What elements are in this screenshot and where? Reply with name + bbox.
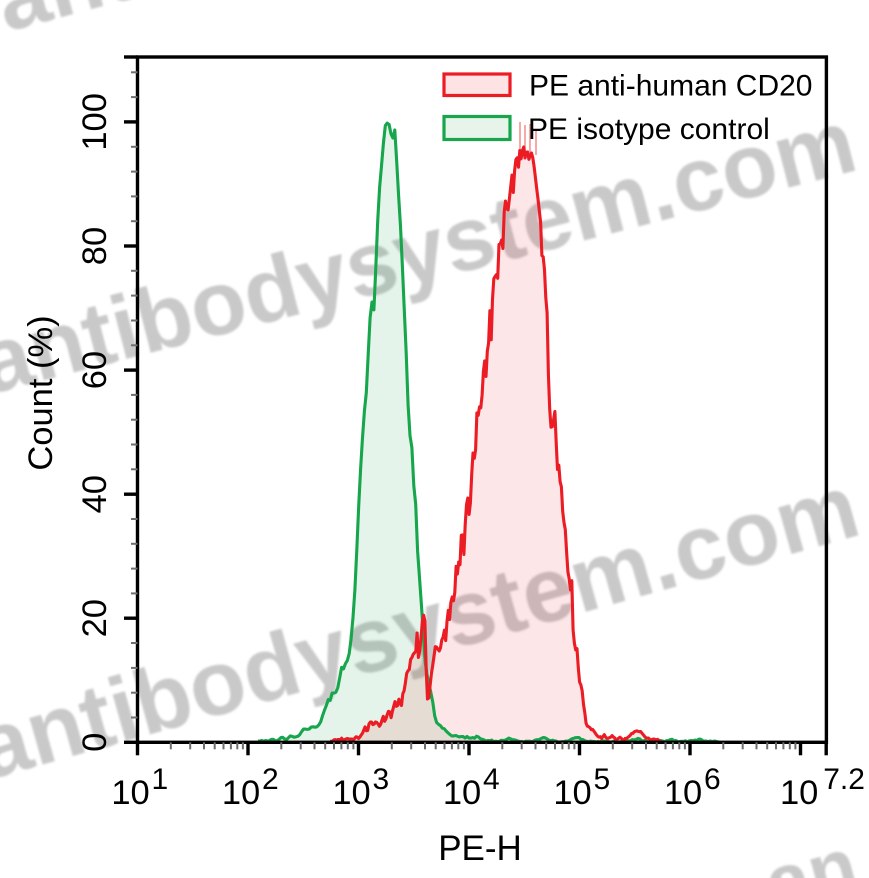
svg-text:10: 10 bbox=[443, 774, 481, 812]
svg-text:0: 0 bbox=[76, 733, 114, 752]
svg-text:2: 2 bbox=[262, 763, 279, 796]
svg-text:1: 1 bbox=[152, 763, 169, 796]
svg-text:20: 20 bbox=[76, 599, 114, 637]
svg-text:3: 3 bbox=[373, 763, 390, 796]
svg-text:10: 10 bbox=[553, 774, 591, 812]
svg-text:10: 10 bbox=[664, 774, 702, 812]
svg-text:40: 40 bbox=[76, 475, 114, 513]
svg-text:5: 5 bbox=[594, 763, 611, 796]
svg-text:PE isotype control: PE isotype control bbox=[528, 113, 770, 146]
svg-text:10: 10 bbox=[780, 774, 818, 812]
svg-text:7.2: 7.2 bbox=[823, 763, 865, 796]
svg-text:80: 80 bbox=[76, 227, 114, 265]
svg-text:60: 60 bbox=[76, 351, 114, 389]
svg-text:100: 100 bbox=[76, 93, 114, 151]
svg-text:PE anti-human CD20: PE anti-human CD20 bbox=[529, 70, 812, 103]
svg-text:10: 10 bbox=[332, 774, 370, 812]
svg-text:Count (%): Count (%) bbox=[22, 315, 60, 470]
svg-text:6: 6 bbox=[704, 763, 721, 796]
svg-text:10: 10 bbox=[111, 774, 149, 812]
svg-text:10: 10 bbox=[222, 774, 260, 812]
svg-text:PE-H: PE-H bbox=[438, 829, 522, 868]
svg-text:4: 4 bbox=[483, 763, 500, 796]
